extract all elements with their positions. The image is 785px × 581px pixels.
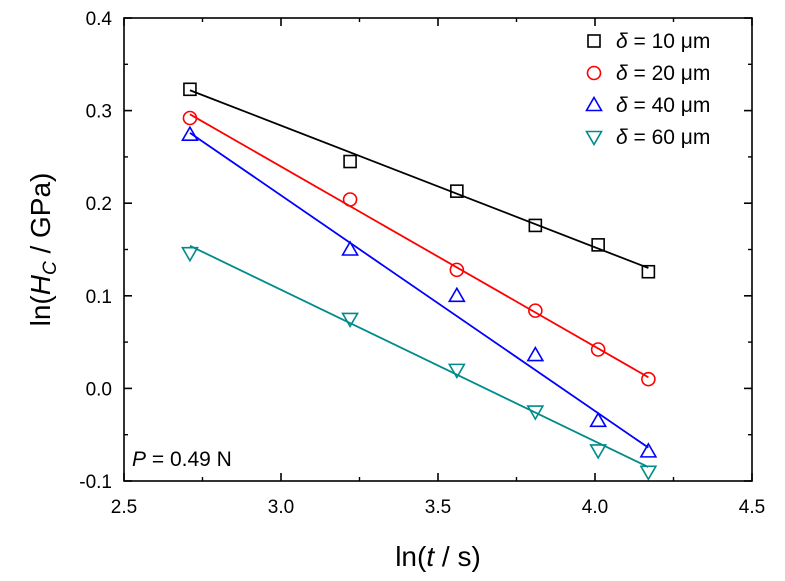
data-point [181, 125, 199, 141]
legend-variable: δ [616, 126, 628, 149]
x-title-suffix: / s) [434, 541, 481, 572]
series-layer [181, 82, 658, 481]
data-point [641, 264, 656, 279]
series-2 [182, 110, 656, 387]
series-4 [181, 244, 658, 481]
legend-value: = 20 μm [628, 62, 711, 85]
legend-marker [585, 130, 603, 147]
data-point [526, 345, 545, 362]
data-point [590, 342, 606, 357]
data-point [589, 444, 608, 460]
y-tick-label: 0.1 [86, 287, 112, 308]
fit-line [189, 89, 649, 269]
data-point [341, 312, 359, 329]
data-point [639, 442, 658, 458]
data-point [343, 154, 357, 169]
series-3 [181, 125, 658, 458]
data-point [591, 238, 605, 252]
data-point [641, 371, 656, 387]
legend: δ = 10 μmδ = 20 μmδ = 40 μmδ = 60 μm [585, 30, 710, 149]
y-tick-label: 0.2 [86, 194, 112, 215]
x-tick-label: 4.0 [582, 497, 608, 518]
data-point [341, 240, 359, 256]
data-point [449, 262, 465, 278]
plot-frame [123, 17, 753, 482]
legend-marker [585, 95, 603, 112]
legend-label: δ = 10 μm [616, 30, 710, 53]
data-point [181, 246, 199, 263]
y-title-suffix: / GPa) [25, 173, 56, 262]
data-point [182, 110, 198, 126]
x-title-variable: t [426, 541, 435, 572]
y-axis-title: ln(HC / GPa) [25, 173, 61, 327]
legend-variable: δ [616, 30, 628, 53]
data-point [342, 192, 358, 207]
legend-value: = 10 μm [628, 30, 711, 53]
x-tick-label: 3.5 [425, 497, 451, 518]
annotation-value: = 0.49 N [146, 448, 232, 471]
y-tick-label: 0.3 [86, 102, 112, 123]
legend-value: = 60 μm [628, 126, 711, 149]
data-point [183, 82, 197, 97]
data-point [528, 303, 543, 318]
x-tick-label: 2.5 [111, 497, 137, 518]
y-tick-label: 0.0 [86, 379, 112, 400]
x-tick-label: 3.0 [268, 497, 294, 518]
x-tick-label: 4.5 [739, 497, 765, 518]
legend-value: = 40 μm [628, 94, 711, 117]
legend-item: δ = 20 μm [586, 62, 710, 85]
x-title-prefix: ln( [395, 541, 427, 572]
data-point [528, 218, 543, 233]
legend-variable: δ [616, 62, 628, 85]
y-tick-label: -0.1 [79, 472, 112, 493]
fit-line [189, 132, 649, 449]
data-point [639, 465, 658, 481]
legend-label: δ = 20 μm [616, 62, 710, 85]
y-title-subscript: C [40, 261, 61, 275]
data-point [450, 184, 464, 198]
legend-marker [587, 34, 601, 48]
load-annotation: P = 0.49 N [132, 448, 232, 471]
annotation-variable: P [132, 448, 146, 471]
series-1 [183, 82, 656, 279]
legend-item: δ = 10 μm [587, 30, 710, 53]
legend-item: δ = 60 μm [585, 126, 710, 149]
legend-marker [586, 65, 602, 81]
legend-variable: δ [616, 94, 628, 117]
legend-item: δ = 40 μm [585, 94, 710, 117]
data-point [526, 405, 545, 421]
legend-label: δ = 40 μm [616, 94, 710, 117]
y-title-variable: H [25, 274, 56, 295]
y-title-prefix: ln( [25, 295, 56, 327]
data-point [447, 363, 466, 379]
data-point [589, 411, 608, 428]
x-axis-title: ln(t / s) [395, 541, 481, 572]
legend-label: δ = 60 μm [616, 126, 710, 149]
data-point [447, 286, 466, 303]
tick-layer: 2.5 3.0 3.5 4.0 4.5 -0.1 0.0 0.1 0.2 0.3 0.4 [79, 9, 765, 518]
y-tick-label: 0.4 [86, 9, 113, 30]
fit-line [189, 113, 649, 379]
fit-line [189, 244, 649, 468]
